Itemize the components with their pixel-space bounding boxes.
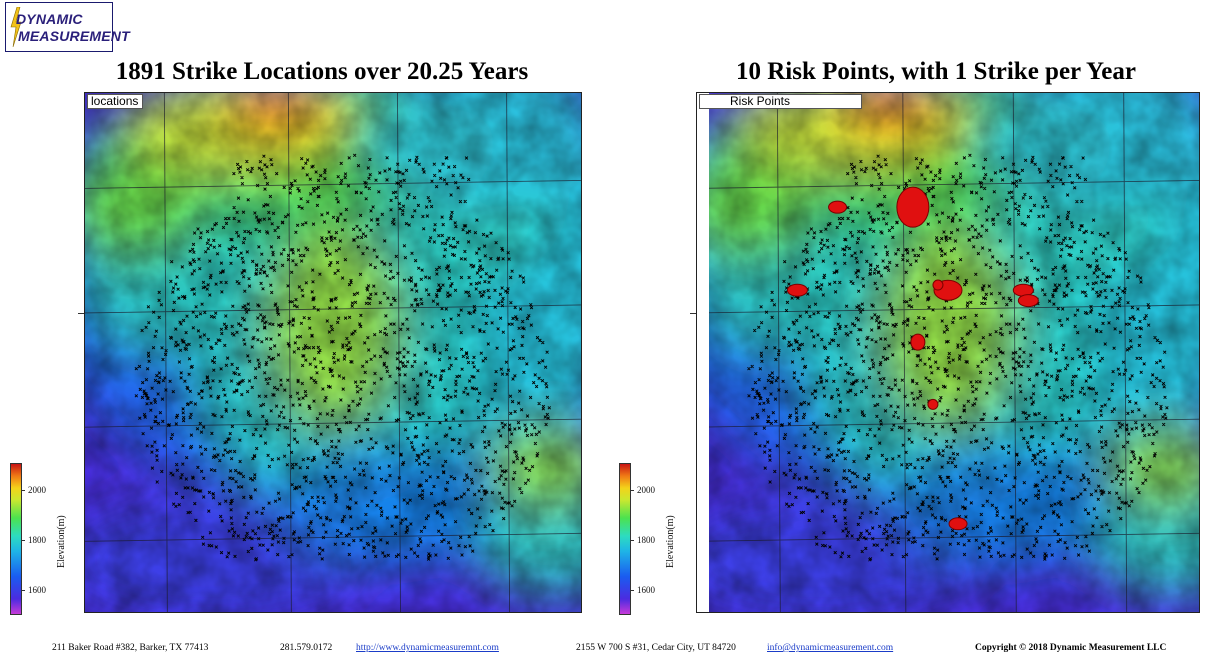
colorbar-tick: 1800 — [28, 535, 46, 545]
risk-points-map[interactable]: Risk Points — [696, 92, 1200, 613]
colorbar-tick: 2000 — [28, 485, 46, 495]
lightning-bolt-icon — [10, 7, 22, 47]
axis-tick — [78, 313, 84, 314]
right-panel-title: 10 Risk Points, with 1 Strike per Year — [736, 58, 1136, 85]
footer-address-tx: 211 Baker Road #382, Barker, TX 77413 — [52, 643, 209, 653]
colorbar-label: Elevation(m) — [665, 515, 676, 568]
company-logo: DYNAMIC MEASUREMENT — [5, 2, 130, 52]
footer-email-link[interactable]: info@dynamicmeasurement.com — [767, 643, 894, 653]
axis-tick — [690, 313, 696, 314]
left-panel-title: 1891 Strike Locations over 20.25 Years — [115, 58, 529, 85]
footer-phone: 281.579.0172 — [280, 643, 333, 653]
colorbar-tick: 2000 — [637, 485, 655, 495]
colorbar-tick: 1800 — [637, 535, 655, 545]
risk-points-legend: Risk Points — [699, 94, 862, 109]
elevation-colorbar-left — [10, 463, 22, 615]
elevation-colorbar-right — [619, 463, 631, 615]
logo-line1: DYNAMIC — [16, 11, 83, 27]
strike-locations-map[interactable]: locations — [84, 92, 582, 613]
colorbar-label: Elevation(m) — [56, 515, 67, 568]
risk-points-map-canvas — [697, 93, 1199, 612]
colorbar-tick: 1600 — [28, 585, 46, 595]
footer-website-link[interactable]: http://www.dynamicmeasuremnt.com — [356, 643, 499, 653]
locations-legend: locations — [87, 94, 143, 109]
logo-line2: MEASUREMENT — [18, 28, 130, 44]
footer-copyright: Copyright © 2018 Dynamic Measurement LLC — [975, 643, 1167, 653]
footer-address-ut: 2155 W 700 S #31, Cedar City, UT 84720 — [576, 643, 736, 653]
colorbar-tick: 1600 — [637, 585, 655, 595]
strike-locations-map-canvas — [85, 93, 581, 612]
